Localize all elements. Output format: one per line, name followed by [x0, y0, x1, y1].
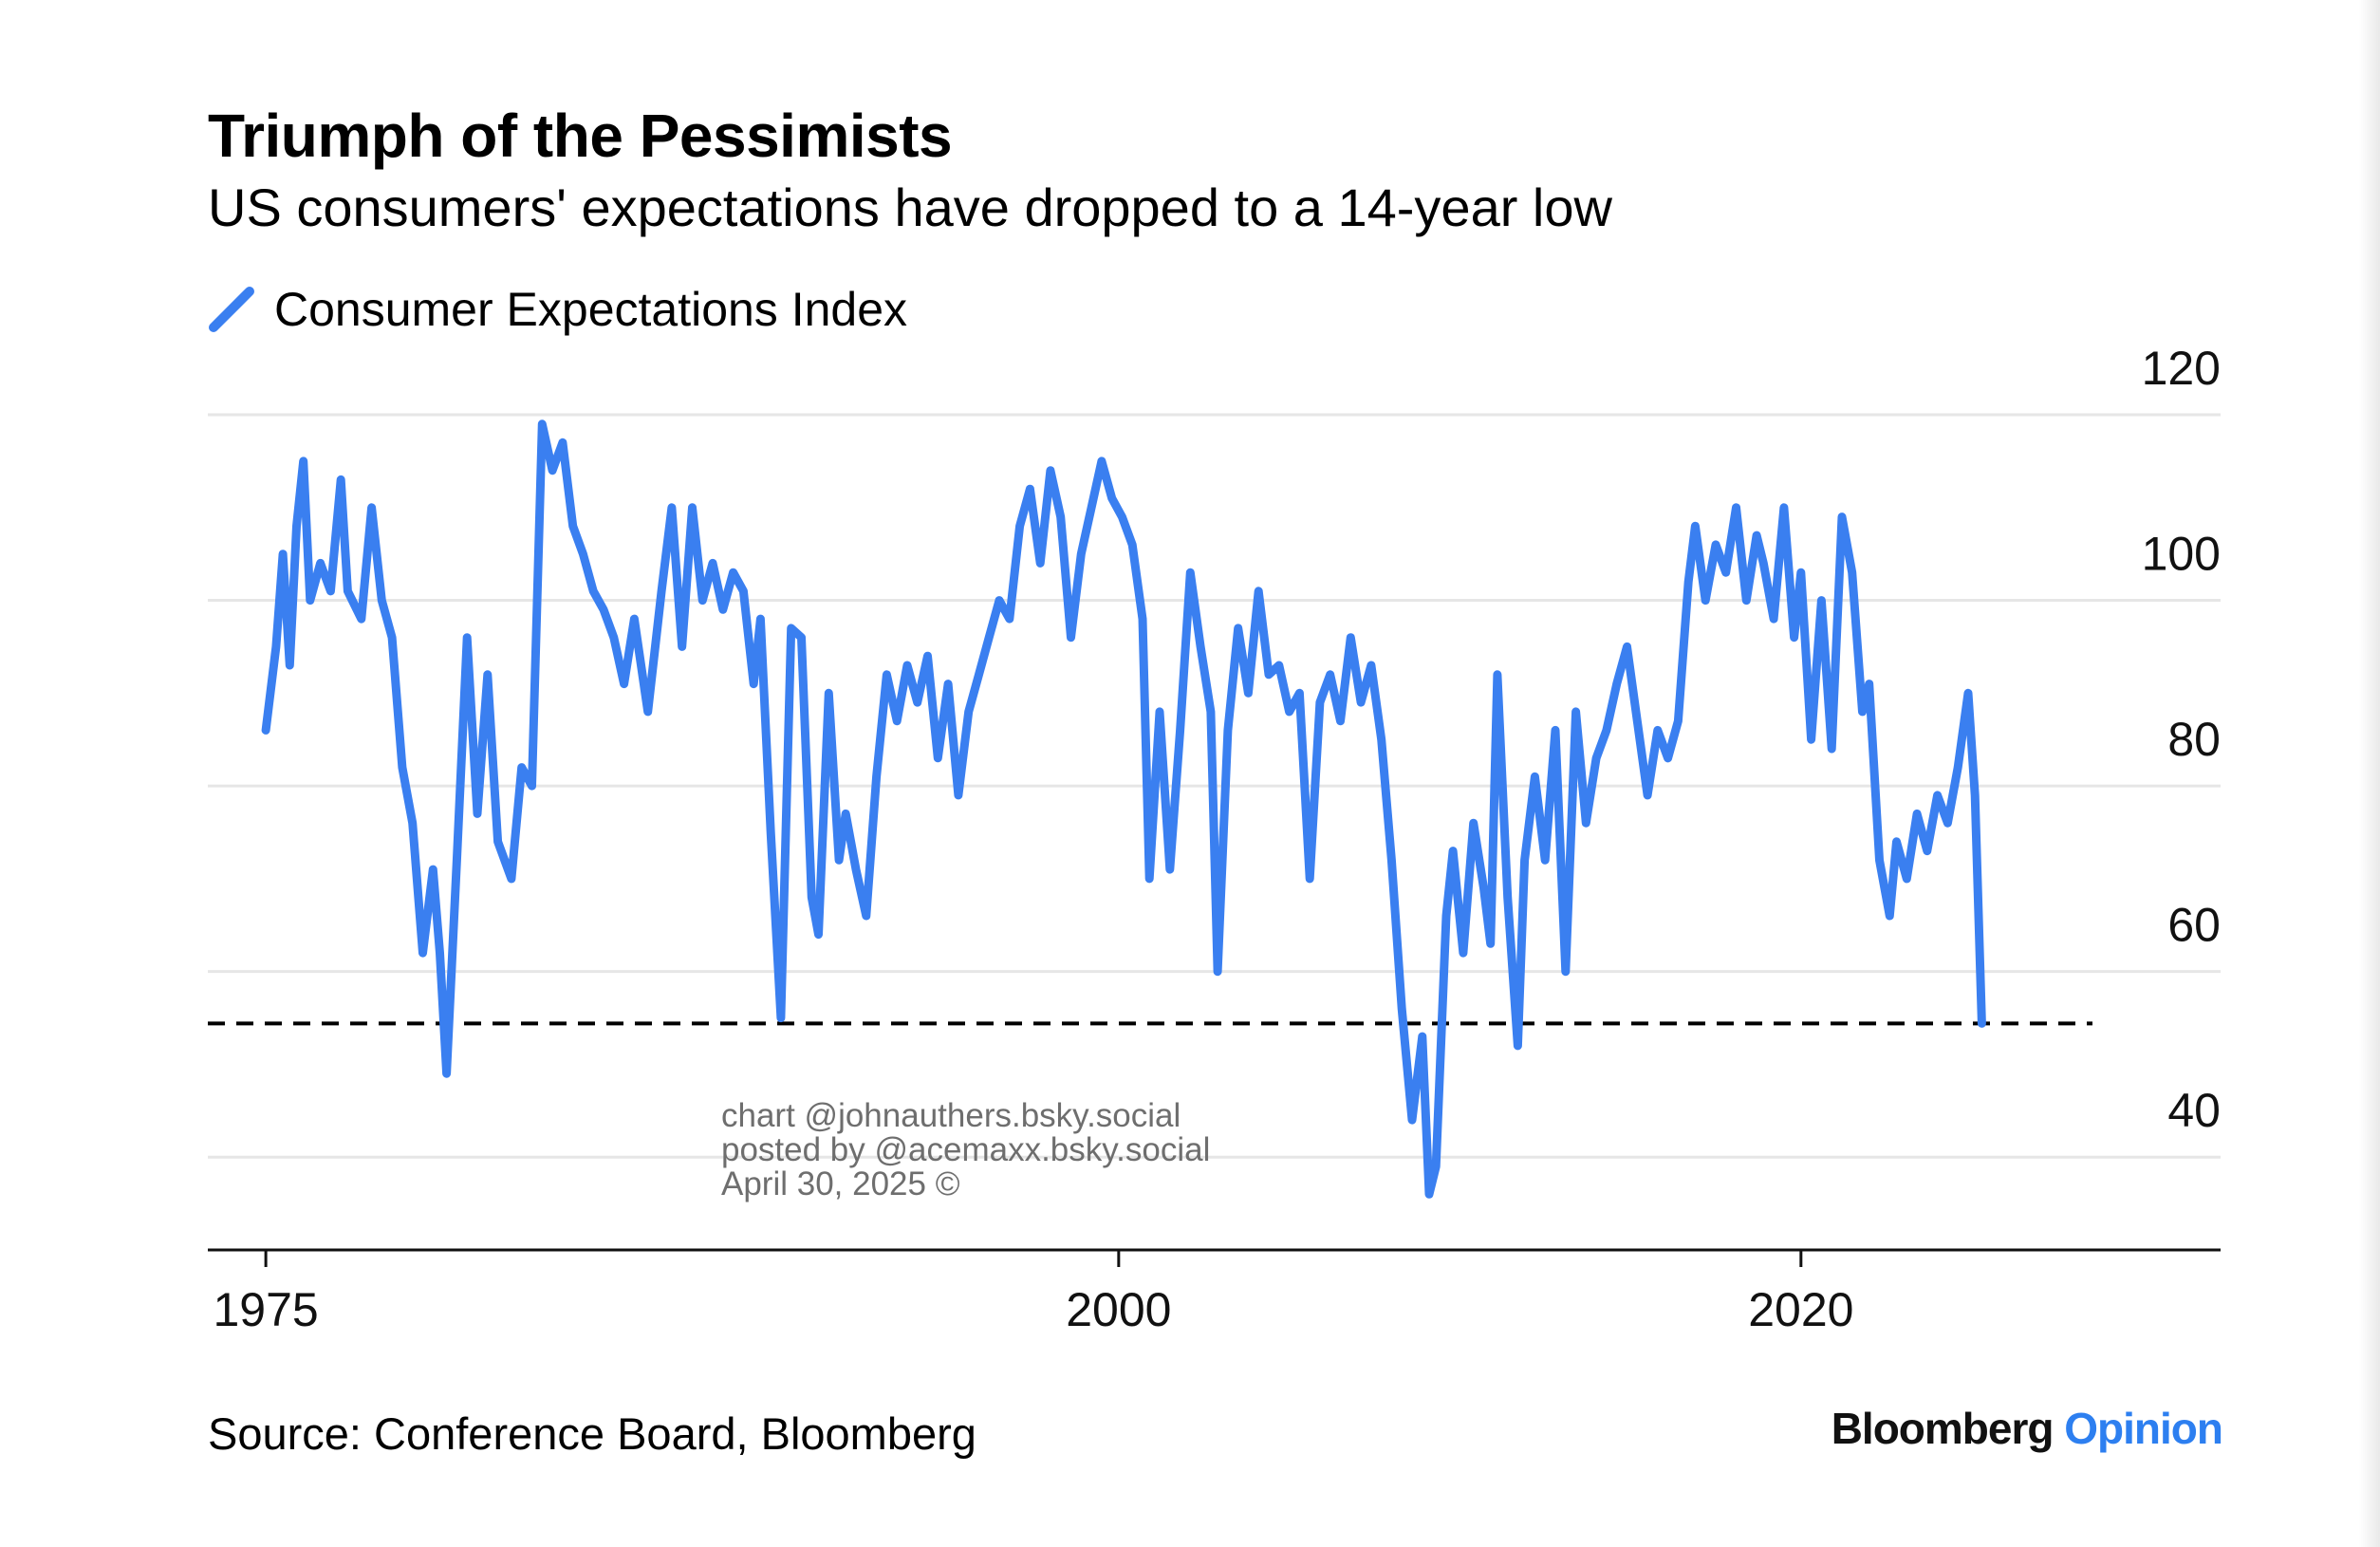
watermark-line-1: chart @johnauthers.bsky.social: [721, 1097, 1181, 1134]
y-axis-labels: 40 60 80 100 120: [2142, 342, 2221, 1137]
series-group: [261, 419, 1986, 1199]
brand-name: Bloomberg: [1831, 1404, 2055, 1453]
chart-subtitle: US consumers' expectations have dropped …: [208, 177, 1612, 237]
y-tick-label-80: 80: [2167, 713, 2221, 766]
source-note: Source: Conference Board, Bloomberg: [208, 1408, 976, 1459]
watermark-line-2: posted by @acemaxx.bsky.social: [721, 1131, 1211, 1168]
chart-title: Triumph of the Pessimists: [208, 102, 953, 170]
series-line-0: [261, 419, 1986, 1199]
brand-logo: Bloomberg Opinion: [1831, 1403, 2223, 1454]
y-tick-label-120: 120: [2142, 342, 2221, 395]
watermark: chart @johnauthers.bsky.social posted by …: [721, 1099, 1210, 1202]
line-chart: 40 60 80 100 120 1975 2000 2020: [208, 342, 2221, 1329]
legend-line-icon: [209, 287, 254, 332]
chart-legend: Consumer Expectations Index: [208, 281, 907, 338]
y-tick-label-40: 40: [2167, 1084, 2221, 1137]
x-axis-labels: 1975 2000 2020: [213, 1283, 1853, 1329]
page-edge-shadow: [2359, 0, 2380, 1547]
legend-label: Consumer Expectations Index: [274, 283, 908, 336]
x-tick-label-2000: 2000: [1066, 1283, 1171, 1329]
watermark-line-3: April 30, 2025 ©: [721, 1165, 960, 1202]
x-tick-label-1975: 1975: [213, 1283, 318, 1329]
x-axis: [208, 1248, 2221, 1267]
brand-suffix: Opinion: [2064, 1404, 2223, 1453]
y-tick-label-60: 60: [2167, 899, 2221, 952]
gridlines: [208, 413, 2221, 1159]
y-tick-label-100: 100: [2142, 528, 2221, 581]
x-tick-label-2020: 2020: [1748, 1283, 1853, 1329]
